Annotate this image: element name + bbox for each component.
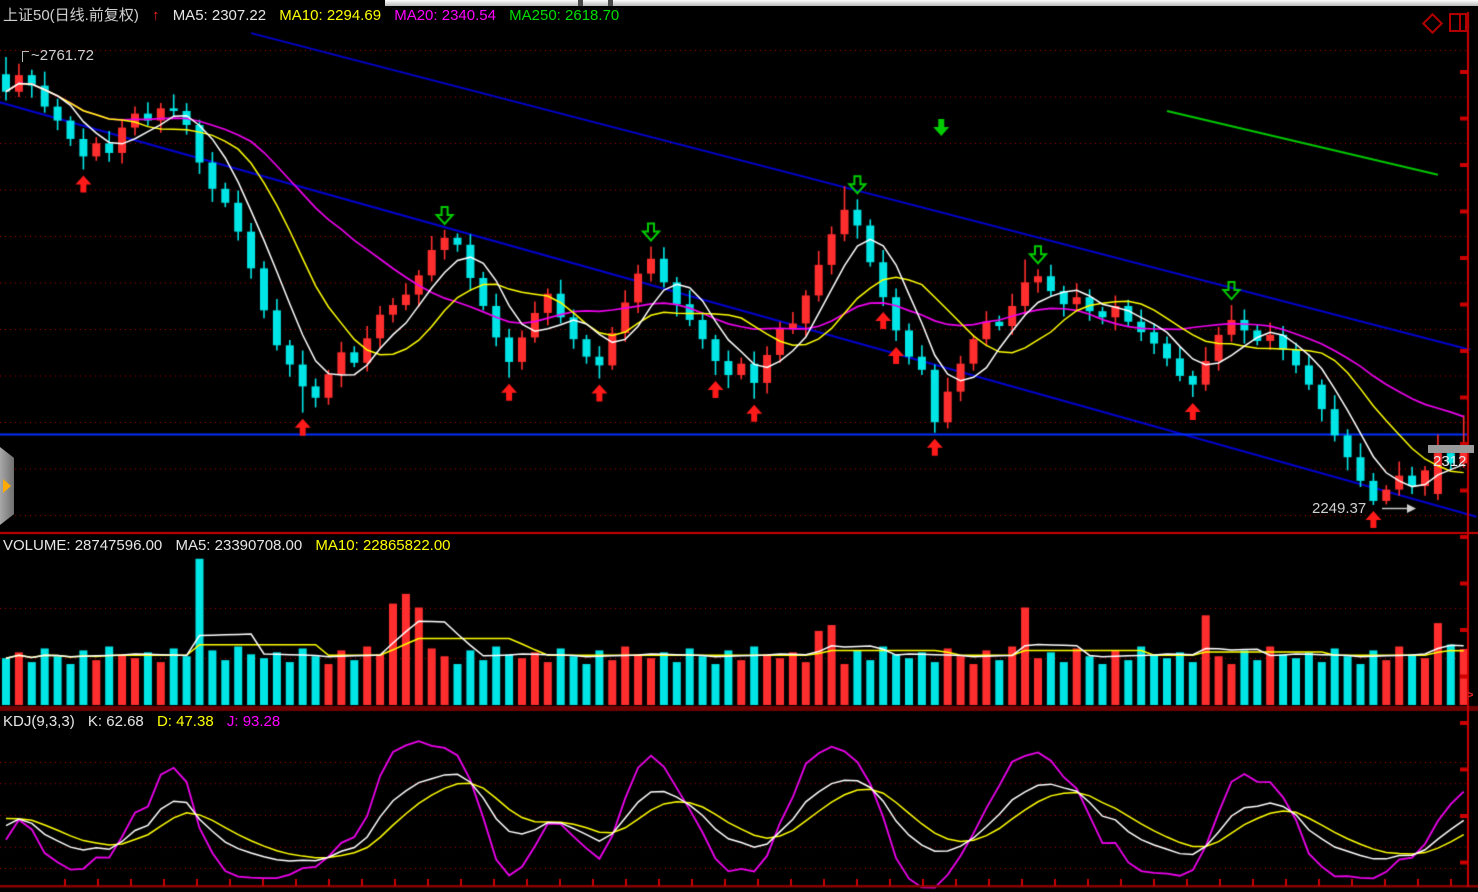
sidebar-expand-handle[interactable] (0, 447, 14, 525)
expand-triangle-icon (3, 479, 11, 493)
volume-label: VOLUME: (3, 537, 71, 554)
vol-ma5-value: 23390708.00 (214, 537, 303, 554)
ma20-label: MA20: (394, 7, 438, 24)
d-label: D: (156, 713, 172, 730)
k-value: 62.68 (106, 713, 144, 730)
kdj-name: KDJ(9,3,3) (3, 713, 75, 730)
ma10-value: 2294.69 (326, 7, 382, 24)
k-label: K: (87, 713, 103, 730)
toolbar-divider (608, 0, 613, 6)
high-value: ~2761.72 (31, 47, 94, 64)
last-price-value: 2312 (1433, 453, 1467, 470)
split-window-icon[interactable] (1449, 13, 1467, 32)
price-tag-box (1428, 445, 1474, 453)
last-price-label: 2312 (1433, 453, 1466, 470)
volume-header: VOLUME: 28747596.00 MA5: 23390708.00 MA1… (3, 537, 451, 554)
toolbar-divider (578, 0, 583, 6)
d-value: 47.38 (176, 713, 214, 730)
vol-ma10-label: MA10: (315, 537, 359, 554)
symbol-title: 上证50(日线.前复权) (3, 7, 139, 24)
ma250-label: MA250: (509, 7, 561, 24)
main-chart-header: 上证50(日线.前复权) ↑ MA5: 2307.22 MA10: 2294.6… (3, 7, 619, 24)
vol-ma5-label: MA5: (175, 537, 211, 554)
vol-ma10-value: 22865822.00 (362, 537, 451, 554)
ma5-value: 2307.22 (211, 7, 267, 24)
low-value: 2249.37 (1312, 500, 1367, 517)
j-value: 93.28 (242, 713, 281, 730)
kdj-header: KDJ(9,3,3) K: 62.68 D: 47.38 J: 93.28 (3, 713, 280, 730)
ma10-label: MA10: (279, 7, 323, 24)
scroll-right-icon[interactable]: > (1466, 687, 1474, 702)
ma250-value: 2618.70 (565, 7, 620, 24)
ma5-label: MA5: (172, 7, 208, 24)
split-window-divider (1459, 15, 1461, 30)
session-low-annotation: 2249.37 (1312, 500, 1366, 517)
j-label: J: (226, 713, 239, 730)
session-high-annotation: ~2761.72 (22, 47, 94, 64)
volume-value: 28747596.00 (74, 537, 163, 554)
high-pointer-mark (22, 50, 29, 62)
toolbar-bottom-strip (385, 0, 1478, 6)
ma20-value: 2340.54 (441, 7, 496, 24)
up-arrow-icon: ↑ (152, 7, 160, 24)
